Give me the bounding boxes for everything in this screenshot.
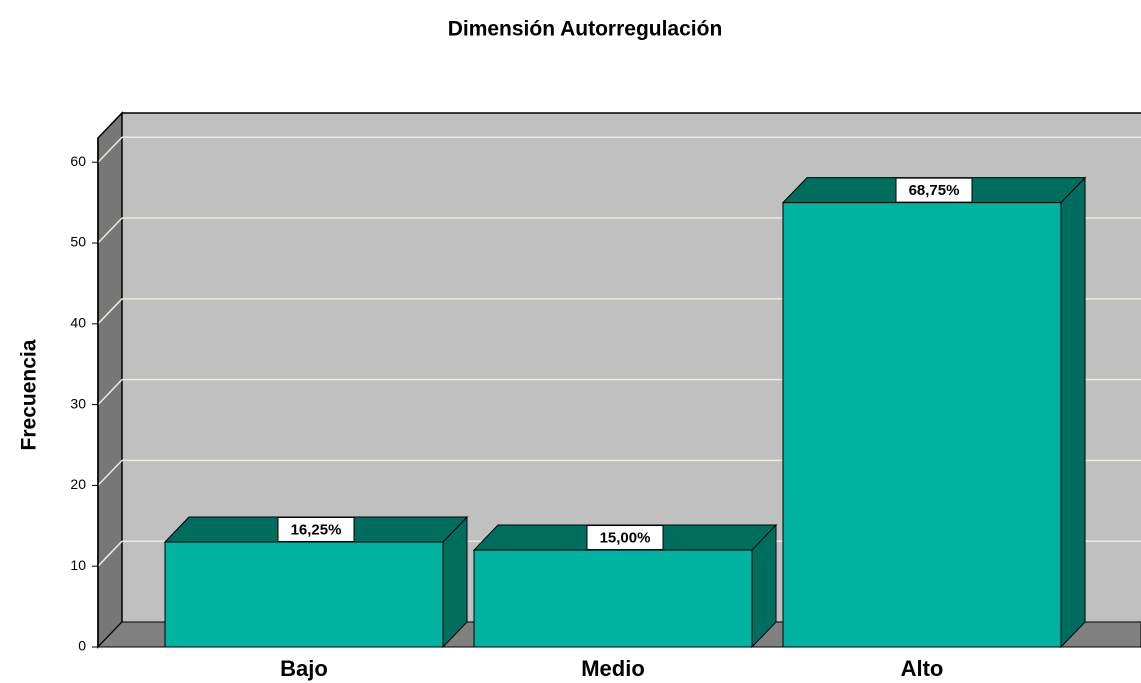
data-label-box bbox=[277, 516, 355, 542]
y-tick-label: 20 bbox=[70, 476, 86, 492]
y-tick-label: 10 bbox=[70, 557, 86, 573]
x-tick-label: Medio bbox=[581, 656, 645, 681]
data-label-box bbox=[586, 525, 664, 551]
data-label: 15,00% bbox=[600, 530, 651, 547]
bar bbox=[473, 549, 753, 648]
data-label: 68,75% bbox=[909, 182, 960, 199]
x-tick-label: Alto bbox=[901, 656, 944, 681]
grid-line bbox=[97, 540, 123, 567]
y-axis-label: Frecuencia bbox=[18, 339, 41, 450]
y-tick-label: 60 bbox=[70, 153, 86, 169]
left-wall bbox=[97, 111, 123, 649]
grid-line bbox=[97, 136, 123, 163]
x-tick-label: Bajo bbox=[280, 656, 328, 681]
y-tick-label: 0 bbox=[78, 638, 86, 654]
grid-line bbox=[97, 217, 123, 244]
bar bbox=[164, 541, 444, 648]
bar bbox=[782, 202, 1062, 648]
grid-line bbox=[97, 298, 123, 325]
data-label: 16,25% bbox=[291, 521, 342, 538]
grid-line bbox=[97, 379, 123, 406]
grid-line bbox=[97, 459, 123, 486]
bar-side bbox=[1060, 176, 1086, 649]
y-tick-label: 30 bbox=[70, 395, 86, 411]
y-tick-label: 40 bbox=[70, 315, 86, 331]
data-label-box bbox=[895, 177, 973, 203]
chart-title: Dimensión Autorregulación bbox=[448, 18, 723, 41]
y-tick-label: 50 bbox=[70, 234, 86, 250]
